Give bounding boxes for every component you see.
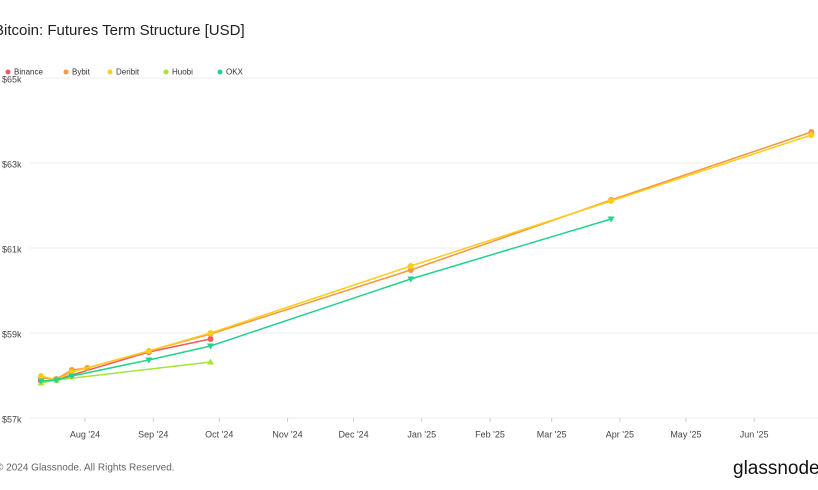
series-line [40,131,812,380]
point [407,263,414,270]
legend-label: Deribit [116,68,140,77]
y-tick-label: $65k [2,74,22,84]
x-tick-label: Jun '25 [740,429,769,439]
x-tick-label: Apr '25 [606,429,634,439]
legend-swatch [163,69,169,75]
point [206,343,214,350]
x-tick-label: Mar '25 [537,429,567,439]
legend-item: OKX [217,68,244,77]
legend-label: Huobi [172,68,193,77]
point [145,348,152,355]
point [206,358,214,365]
legend-swatch [217,69,223,75]
point [407,276,415,283]
legend-swatch [5,69,11,75]
chart-title: Bitcoin: Futures Term Structure [USD] [0,22,245,39]
x-tick-label: Jan '25 [407,429,436,439]
x-tick-label: Aug '24 [70,429,100,439]
point [207,330,214,336]
point [68,373,76,380]
y-tick-label: $57k [2,414,22,424]
legend-label: Binance [14,68,43,77]
legend-label: Bybit [72,68,91,77]
x-tick-label: Dec '24 [338,429,368,439]
y-tick-label: $63k [2,159,22,169]
y-tick-label: $61k [2,244,22,254]
y-tick-label: $59k [2,329,22,339]
x-tick-label: Feb '25 [475,429,505,439]
legend-label: OKX [226,68,244,77]
legend-item: Deribit [107,68,140,77]
point [38,373,45,380]
x-tick-label: Oct '24 [205,429,233,439]
point [37,378,45,385]
legend-item: Bybit [63,68,91,77]
point [607,216,615,223]
point [608,197,615,204]
legend-item: Huobi [163,68,193,77]
x-tick-label: Sep '24 [138,429,168,439]
brand-logo: glassnode [733,458,818,479]
point [808,131,815,138]
point [207,335,214,342]
x-tick-label: Nov '24 [272,429,302,439]
footer: © 2024 Glassnode. All Rights Reserved. [0,463,175,474]
point [145,357,153,364]
legend-swatch [63,69,69,75]
legend-item: Binance [5,68,43,77]
x-tick-label: May '25 [670,429,701,439]
legend-swatch [107,69,113,75]
point [52,377,60,384]
